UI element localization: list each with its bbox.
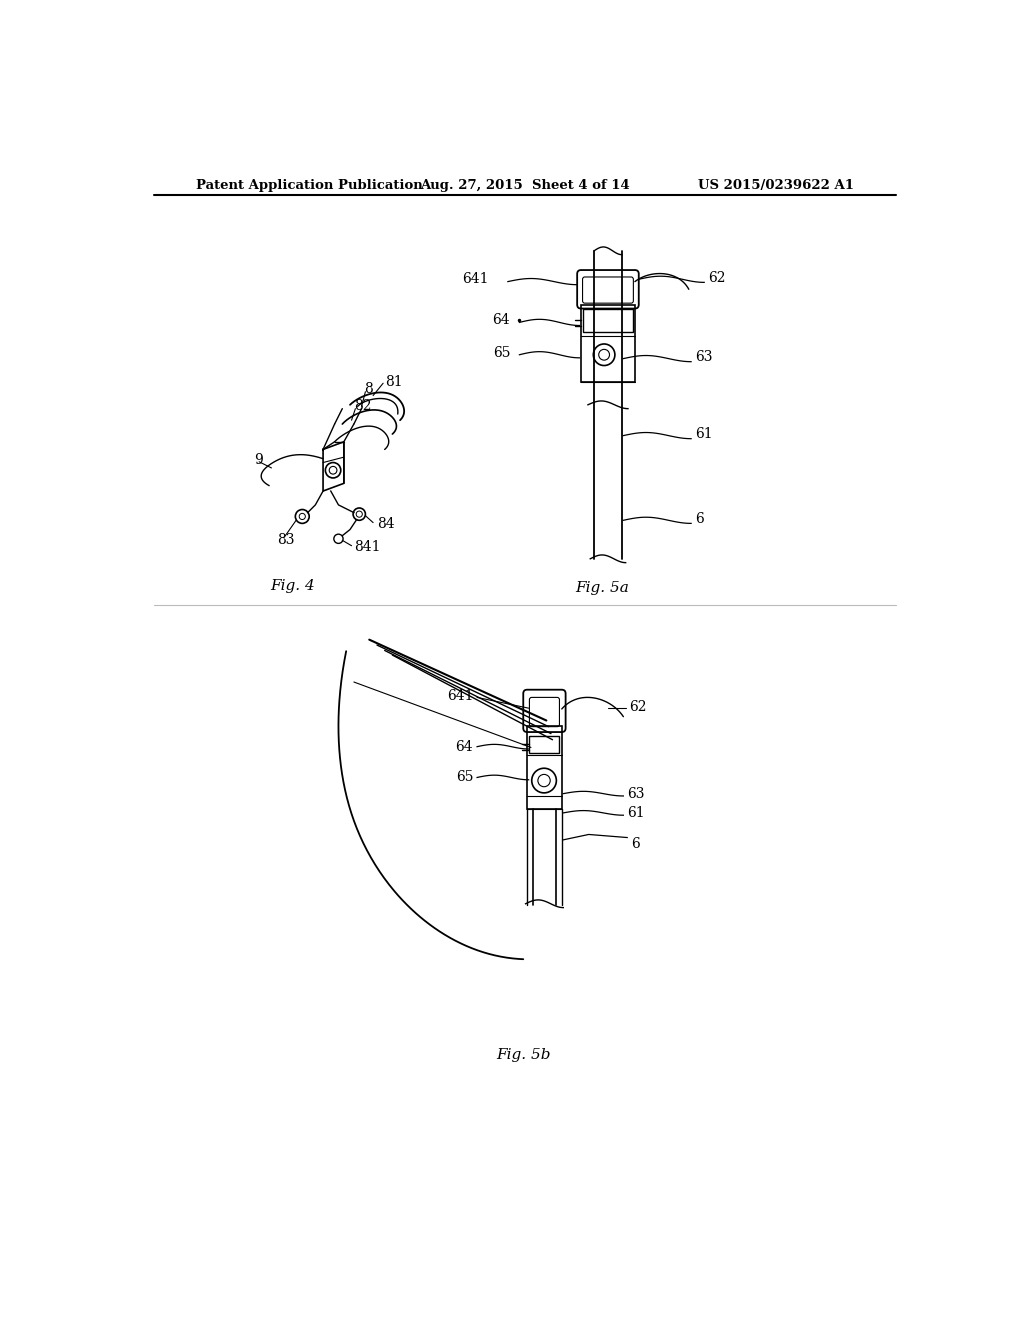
Text: Fig. 5a: Fig. 5a: [574, 581, 629, 595]
Text: 641: 641: [462, 272, 488, 286]
Text: 65: 65: [456, 771, 473, 784]
Text: Fig. 4: Fig. 4: [270, 578, 314, 593]
Text: 84: 84: [377, 517, 394, 531]
Text: 63: 63: [628, 787, 645, 801]
Text: 62: 62: [629, 700, 646, 714]
Text: Fig. 5b: Fig. 5b: [496, 1048, 551, 1063]
Bar: [527, 726, 562, 809]
Text: 64: 64: [456, 739, 473, 754]
Bar: [583, 309, 634, 331]
Text: 62: 62: [708, 271, 726, 285]
Text: 61: 61: [628, 807, 645, 820]
Text: 65: 65: [493, 346, 510, 360]
Bar: [581, 305, 635, 381]
Text: 6: 6: [695, 512, 703, 525]
Text: 61: 61: [695, 428, 713, 441]
Text: 63: 63: [695, 350, 713, 364]
Text: 8: 8: [364, 383, 373, 396]
Text: 6: 6: [631, 837, 640, 850]
Text: 82: 82: [354, 400, 372, 413]
Text: 9: 9: [254, 453, 262, 467]
Text: 641: 641: [446, 689, 473, 702]
Text: Aug. 27, 2015  Sheet 4 of 14: Aug. 27, 2015 Sheet 4 of 14: [420, 178, 630, 191]
Bar: [528, 737, 559, 752]
Text: 81: 81: [385, 375, 402, 388]
Text: US 2015/0239622 A1: US 2015/0239622 A1: [698, 178, 854, 191]
Text: Patent Application Publication: Patent Application Publication: [196, 178, 423, 191]
Text: 841: 841: [354, 540, 380, 554]
Text: 83: 83: [276, 532, 294, 546]
Text: 64: 64: [493, 313, 510, 327]
